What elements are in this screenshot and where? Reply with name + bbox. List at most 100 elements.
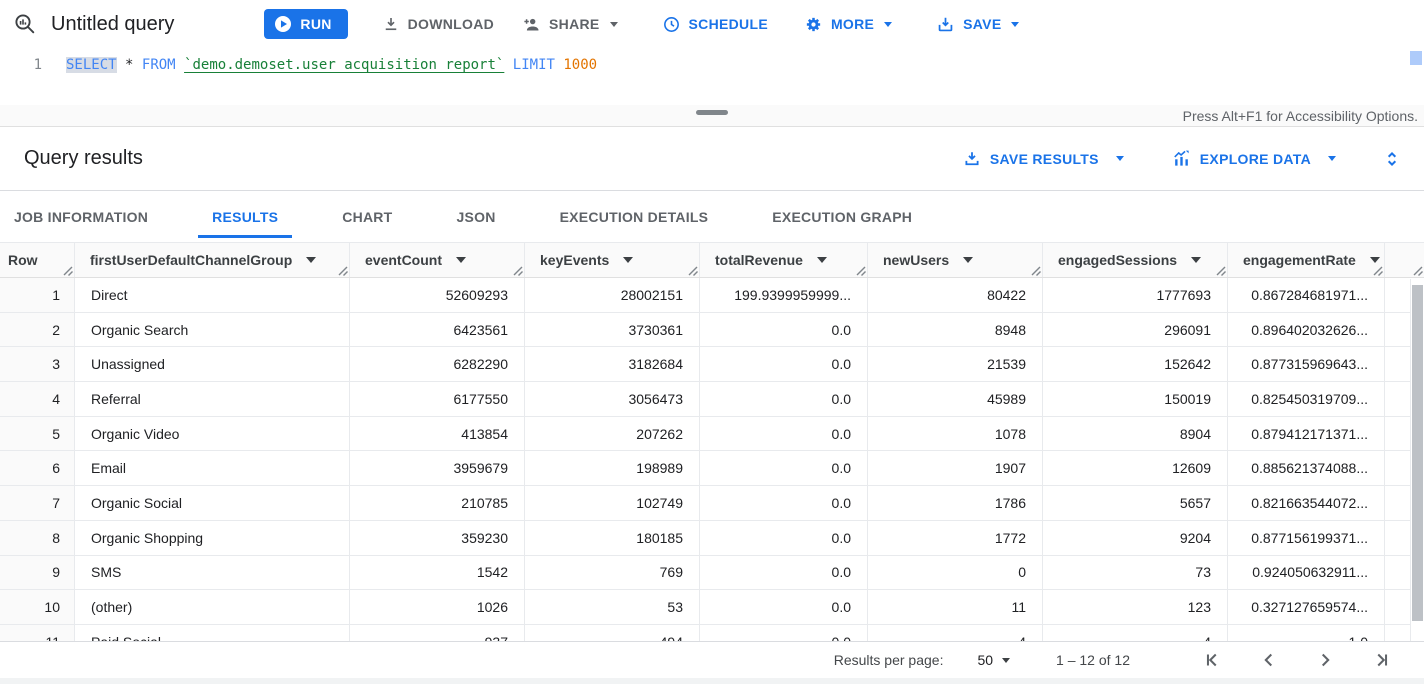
keyEvents-cell: 28002151	[525, 278, 700, 312]
save-dropdown-caret	[1011, 21, 1020, 27]
row-number-cell: 1	[0, 278, 75, 312]
panel-drag-handle[interactable]	[696, 110, 728, 115]
column-resize-handle[interactable]	[1373, 266, 1383, 276]
last-page-button[interactable]	[1370, 648, 1394, 672]
download-button[interactable]: DOWNLOAD	[382, 15, 494, 33]
sql-table-reference-link[interactable]: `demo.demoset.user_acquisition_report`	[184, 57, 505, 73]
tab-chart[interactable]: CHART	[328, 191, 406, 242]
share-dropdown-caret	[609, 21, 618, 27]
row-number-cell: 11	[0, 624, 75, 641]
page-size-caret	[1002, 657, 1011, 663]
newUsers-cell: 4	[868, 624, 1043, 641]
pagination-bar: Results per page: 50 1 – 12 of 12	[0, 641, 1424, 678]
page-range-label: 1 – 12 of 12	[1056, 652, 1130, 668]
column-header-row: Row	[0, 243, 75, 277]
keyEvents-cell: 3182684	[525, 347, 700, 382]
newUsers-cell: 0	[868, 555, 1043, 590]
newUsers-cell: 1907	[868, 451, 1043, 486]
table-row: 8 Organic Shopping 359230 180185 0.0 177…	[0, 520, 1424, 556]
totalRevenue-cell: 0.0	[700, 590, 868, 624]
row-number-cell: 3	[0, 347, 75, 382]
channel-cell: Organic Social	[75, 486, 350, 520]
engagementRate-cell: 0.821663544072...	[1228, 486, 1385, 520]
keyEvents-cell: 207262	[525, 416, 700, 451]
column-menu-arrow-icon[interactable]	[816, 257, 827, 263]
next-page-button[interactable]	[1314, 648, 1338, 672]
sql-editor[interactable]: 1 SELECT * FROM `demo.demoset.user_acqui…	[0, 48, 1424, 105]
channel-cell: Organic Video	[75, 416, 350, 451]
sql-line-1: 1 SELECT * FROM `demo.demoset.user_acqui…	[0, 52, 1424, 78]
editor-scrollbar-thumb[interactable]	[1410, 51, 1422, 65]
explore-data-button[interactable]: EXPLORE DATA	[1172, 149, 1336, 168]
column-header-keyEvents: keyEvents	[525, 243, 700, 277]
column-resize-handle[interactable]	[1413, 266, 1423, 276]
keyEvents-cell: 53	[525, 590, 700, 624]
eventCount-cell: 413854	[350, 416, 525, 451]
newUsers-cell: 1772	[868, 520, 1043, 555]
engagedSessions-cell: 1777693	[1043, 278, 1228, 312]
save-button[interactable]: SAVE	[936, 15, 1020, 34]
person-add-icon	[522, 15, 541, 34]
column-resize-handle[interactable]	[1031, 266, 1041, 276]
engagedSessions-cell: 5657	[1043, 486, 1228, 520]
tab-execution-graph[interactable]: EXECUTION GRAPH	[758, 191, 926, 242]
column-menu-arrow-icon[interactable]	[306, 257, 317, 263]
results-tab-bar: JOB INFORMATION RESULTS CHART JSON EXECU…	[0, 191, 1424, 242]
chart-insights-icon	[1172, 149, 1191, 168]
row-number-cell: 9	[0, 555, 75, 590]
expand-panel-button[interactable]	[1382, 147, 1402, 171]
column-resize-handle[interactable]	[513, 266, 523, 276]
column-header-firstUserDefaultChannelGroup: firstUserDefaultChannelGroup	[75, 243, 350, 277]
column-menu-arrow-icon[interactable]	[1191, 257, 1202, 263]
table-scrollbar-thumb[interactable]	[1412, 285, 1423, 621]
keyEvents-cell: 198989	[525, 451, 700, 486]
keyEvents-cell: 3730361	[525, 312, 700, 347]
totalRevenue-cell: 0.0	[700, 347, 868, 382]
newUsers-cell: 8948	[868, 312, 1043, 347]
tab-json[interactable]: JSON	[442, 191, 509, 242]
channel-cell: Organic Shopping	[75, 520, 350, 555]
query-results-title: Query results	[24, 147, 143, 169]
table-row: 4 Referral 6177550 3056473 0.0 45989 150…	[0, 382, 1424, 417]
share-button[interactable]: SHARE	[522, 15, 618, 34]
query-magnifier-icon	[13, 12, 37, 36]
tab-results[interactable]: RESULTS	[198, 191, 293, 242]
play-circle-icon	[274, 15, 292, 33]
save-results-caret	[1115, 156, 1124, 161]
engagementRate-cell: 0.924050632911...	[1228, 555, 1385, 590]
engagementRate-cell: 1.0	[1228, 624, 1385, 641]
more-button[interactable]: MORE	[804, 15, 893, 34]
column-header-engagedSessions: engagedSessions	[1043, 243, 1228, 277]
newUsers-cell: 1078	[868, 416, 1043, 451]
column-resize-handle[interactable]	[688, 266, 698, 276]
newUsers-cell: 80422	[868, 278, 1043, 312]
column-menu-arrow-icon[interactable]	[456, 257, 466, 263]
results-per-page-label: Results per page:	[833, 652, 944, 668]
column-resize-handle[interactable]	[63, 266, 73, 276]
column-resize-handle[interactable]	[856, 266, 866, 276]
column-menu-arrow-icon[interactable]	[1369, 257, 1380, 263]
eventCount-cell: 52609293	[350, 278, 525, 312]
channel-cell: (other)	[75, 590, 350, 624]
engagementRate-cell: 0.825450319709...	[1228, 382, 1385, 416]
table-scrollbar[interactable]	[1410, 279, 1424, 641]
tab-execution-details[interactable]: EXECUTION DETAILS	[546, 191, 723, 242]
run-button[interactable]: RUN	[264, 9, 348, 39]
engagedSessions-cell: 123	[1043, 590, 1228, 624]
save-results-button[interactable]: SAVE RESULTS	[963, 150, 1124, 168]
schedule-button[interactable]: SCHEDULE	[662, 15, 768, 34]
column-menu-arrow-icon[interactable]	[963, 257, 974, 263]
engagementRate-cell: 0.877315969643...	[1228, 347, 1385, 382]
previous-page-button[interactable]	[1258, 648, 1282, 672]
totalRevenue-cell: 199.9399959999...	[700, 278, 868, 312]
first-page-button[interactable]	[1202, 648, 1226, 672]
engagedSessions-cell: 152642	[1043, 347, 1228, 382]
unfold-more-icon	[1382, 148, 1402, 170]
column-resize-handle[interactable]	[1216, 266, 1226, 276]
column-menu-arrow-icon[interactable]	[623, 257, 634, 263]
channel-cell: Direct	[75, 278, 350, 312]
engagementRate-cell: 0.879412171371...	[1228, 416, 1385, 451]
page-size-select[interactable]: 50	[977, 652, 1011, 668]
column-resize-handle[interactable]	[338, 266, 348, 276]
tab-job-information[interactable]: JOB INFORMATION	[0, 191, 162, 242]
